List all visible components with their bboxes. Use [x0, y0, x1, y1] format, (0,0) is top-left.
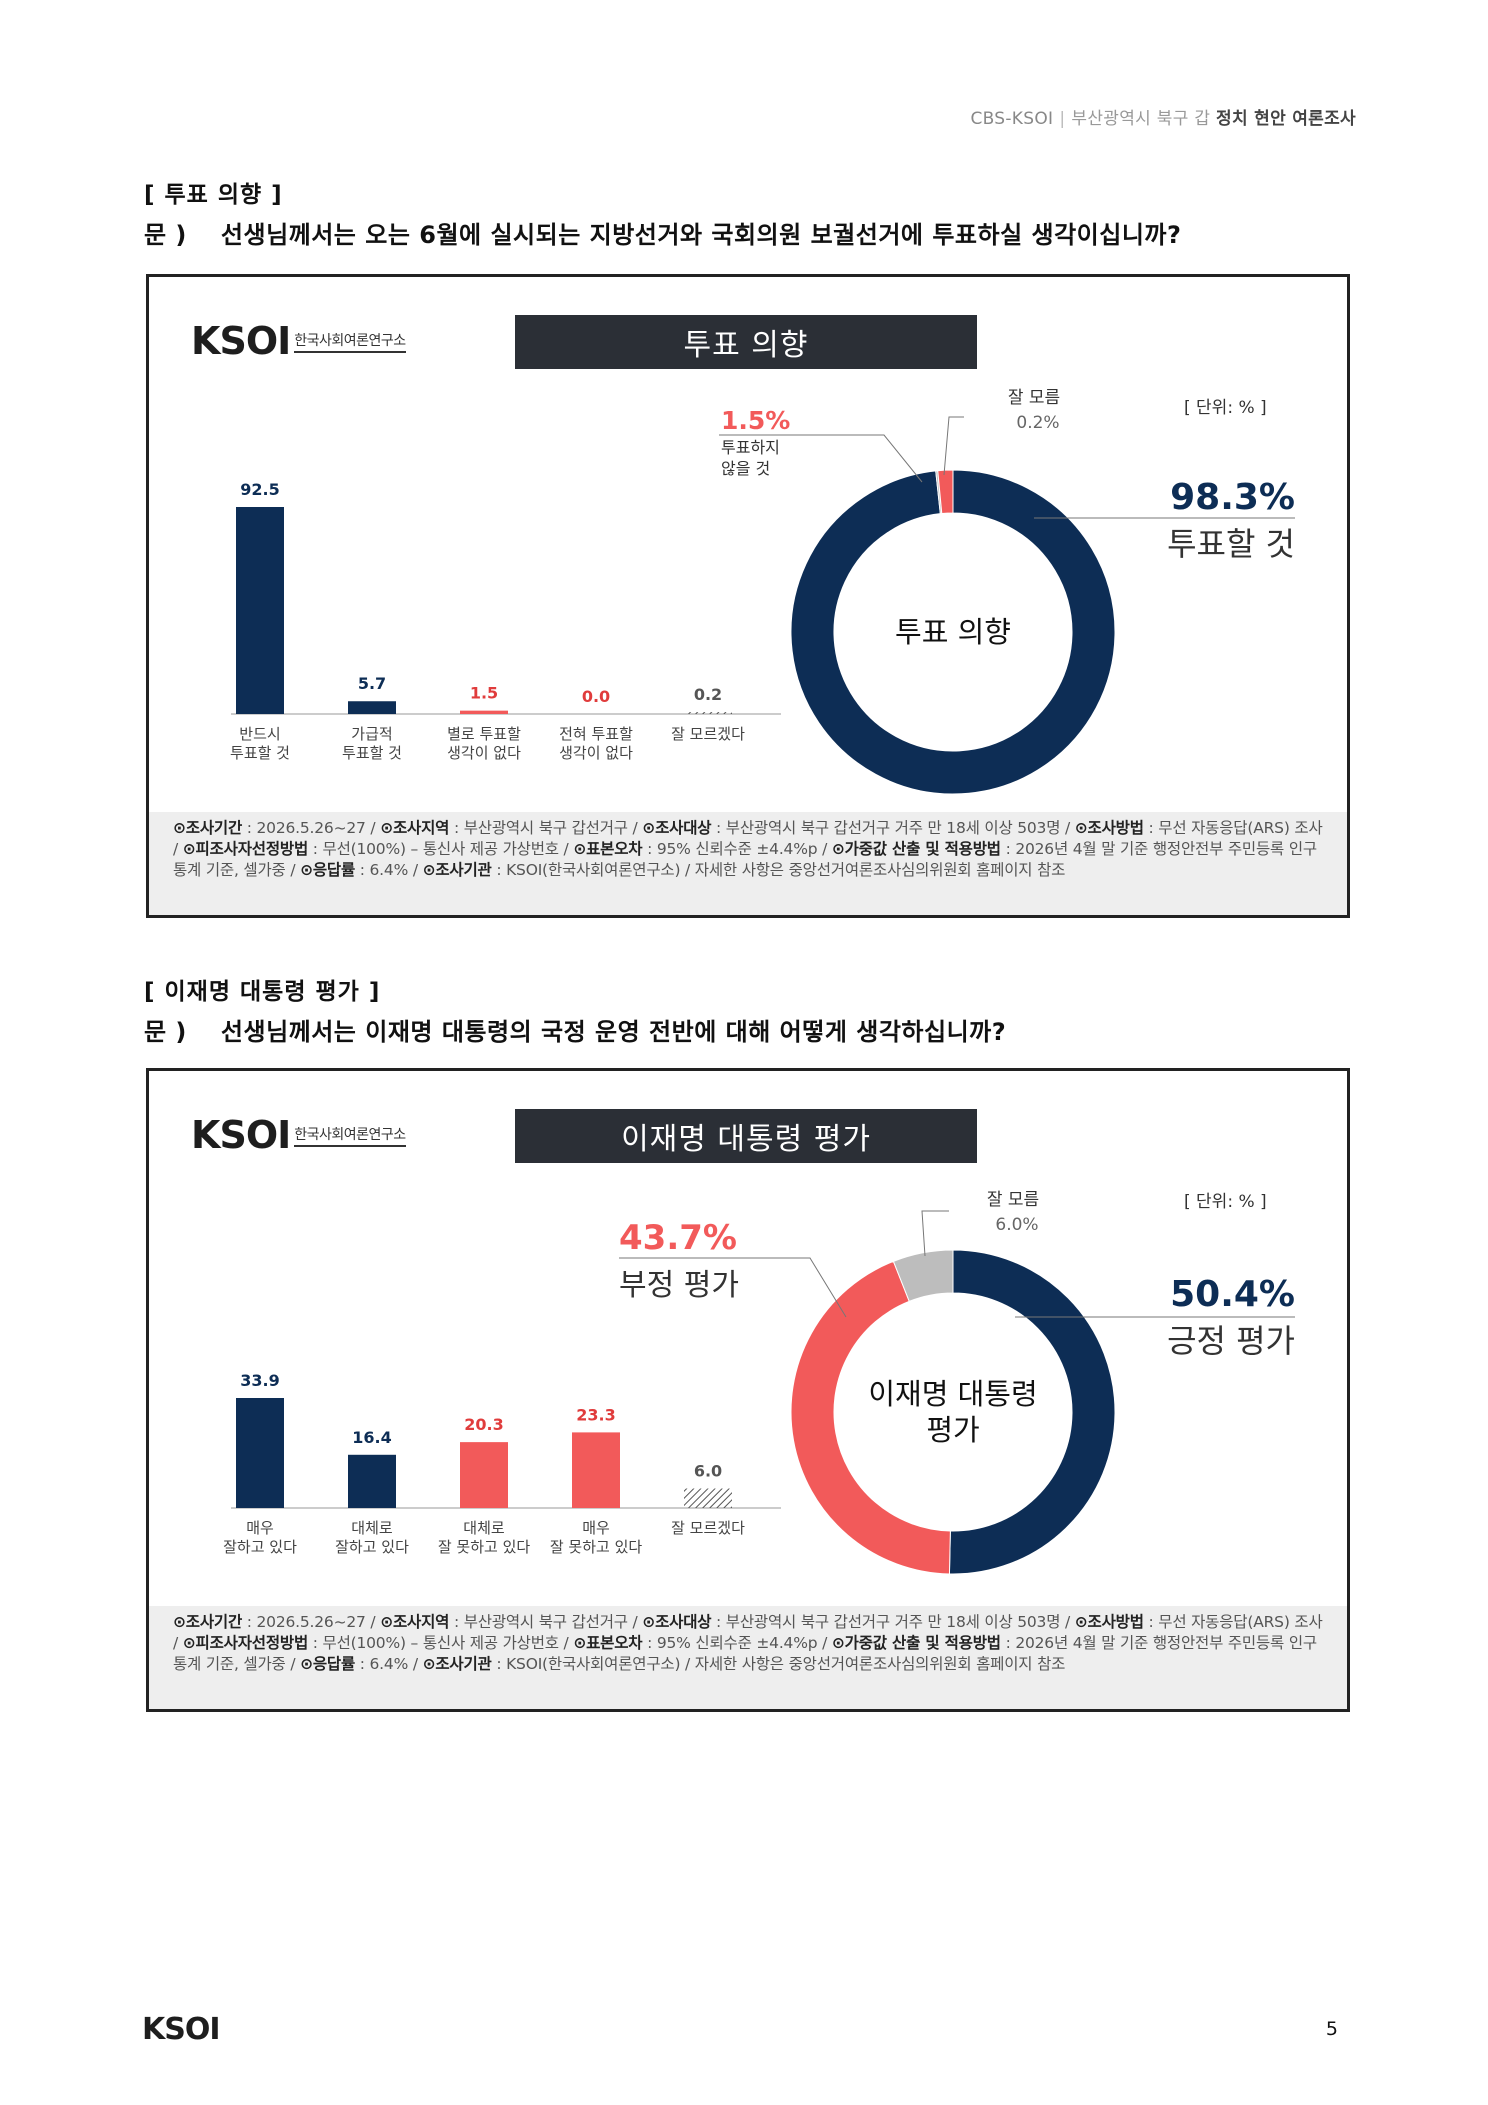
ksoi-logo: KSOI 한국사회여론연구소	[191, 319, 406, 363]
bar-value-label-1: 5.7	[358, 674, 386, 693]
bar-category-label-1: 잘하고 있다	[335, 1538, 409, 1556]
bar-value-label-2: 1.5	[470, 684, 498, 703]
donut-main-value: 98.3%	[1170, 477, 1295, 518]
question-approval: 문 ) 선생님께서는 이재명 대통령의 국정 운영 전반에 대해 어떻게 생각하십…	[144, 1012, 1006, 1047]
bar-0	[236, 1398, 284, 1508]
bar-0	[236, 507, 284, 714]
chart-panel-approval: KSOI 한국사회여론연구소 이재명 대통령 평가 [ 단위: % ] 33.9…	[146, 1068, 1350, 1712]
bar-1	[348, 701, 396, 714]
leader-line-dk	[943, 416, 964, 476]
leader-line-dk	[921, 1210, 949, 1257]
donut-neg-name: 부정 평가	[619, 1268, 739, 1303]
bar-4	[684, 712, 732, 714]
bar-value-label-3: 23.3	[576, 1405, 615, 1424]
donut-dk-name: 잘 모름	[987, 1190, 1039, 1210]
chart-title: 투표 의향	[515, 315, 977, 369]
bar-category-label-3: 생각이 없다	[559, 744, 633, 762]
page-number: 5	[1325, 2018, 1338, 2040]
header-region: 부산광역시 북구 갑	[1071, 109, 1211, 129]
page-header: CBS-KSOI | 부산광역시 북구 갑 정치 현안 여론조사	[970, 109, 1356, 129]
footer-logo: KSOI	[142, 2012, 221, 2047]
bar-2	[460, 1442, 508, 1508]
logo-mark: KSOI	[191, 1113, 291, 1157]
donut-neg-value: 1.5%	[721, 406, 790, 435]
bar-3	[572, 1432, 620, 1508]
bar-category-label-0: 투표할 것	[230, 744, 290, 762]
bar-value-label-4: 0.2	[694, 685, 722, 704]
bar-category-label-3: 잘 못하고 있다	[550, 1538, 643, 1556]
question-text: 선생님께서는 오는 6월에 실시되는 지방선거와 국회의원 보궐선거에 투표하실…	[220, 221, 1182, 249]
header-org: CBS-KSOI	[970, 109, 1054, 129]
question-prefix: 문 )	[144, 221, 187, 249]
footnote: ⊙조사기간 : 2026.5.26~27 / ⊙조사지역 : 부산광역시 북구 …	[149, 812, 1347, 915]
leader-line-neg	[719, 434, 923, 483]
bar-category-label-4: 잘 모르겠다	[671, 725, 745, 743]
question-text: 선생님께서는 이재명 대통령의 국정 운영 전반에 대해 어떻게 생각하십니까?	[220, 1018, 1007, 1046]
ksoi-logo: KSOI 한국사회여론연구소	[191, 1113, 406, 1157]
donut-center-label: 평가	[926, 1413, 979, 1447]
bar-category-label-2: 잘 못하고 있다	[438, 1538, 531, 1556]
bar-category-label-1: 투표할 것	[342, 744, 402, 762]
donut-center-label: 투표 의향	[895, 615, 1011, 649]
unit-label: [ 단위: % ]	[1184, 398, 1267, 418]
logo-mark: KSOI	[191, 319, 291, 363]
donut-main-name: 투표할 것	[1167, 525, 1295, 563]
donut-main-name: 긍정 평가	[1167, 1322, 1295, 1360]
bar-value-label-4: 6.0	[694, 1462, 722, 1481]
donut-center-label: 이재명 대통령	[868, 1377, 1037, 1411]
donut-dk-name: 잘 모름	[1008, 388, 1060, 408]
donut-dk-value: 0.2%	[1016, 413, 1059, 433]
bar-value-label-0: 33.9	[240, 1371, 279, 1390]
chart-title: 이재명 대통령 평가	[515, 1109, 977, 1163]
logo-sub: 한국사회여론연구소	[294, 330, 406, 353]
question-prefix: 문 )	[144, 1018, 187, 1046]
section-title-approval: [ 이재명 대통령 평가 ]	[144, 979, 381, 1005]
bar-category-label-3: 매우	[582, 1519, 610, 1537]
donut-neg-name: 투표하지	[721, 438, 780, 457]
bar-value-label-0: 92.5	[240, 480, 279, 499]
donut-main-value: 50.4%	[1170, 1274, 1295, 1315]
bar-category-label-0: 반드시	[239, 725, 280, 743]
bar-category-label-2: 별로 투표할	[447, 725, 521, 743]
unit-label: [ 단위: % ]	[1184, 1192, 1267, 1212]
bar-category-label-3: 전혀 투표할	[559, 725, 633, 743]
footnote: ⊙조사기간 : 2026.5.26~27 / ⊙조사지역 : 부산광역시 북구 …	[149, 1606, 1347, 1709]
donut-slice-2	[937, 469, 954, 515]
bar-category-label-2: 대체로	[463, 1519, 505, 1537]
bar-category-label-4: 잘 모르겠다	[671, 1519, 745, 1537]
bar-category-label-0: 잘하고 있다	[223, 1538, 297, 1556]
donut-slice-2	[892, 1249, 954, 1302]
bar-category-label-1: 대체로	[351, 1519, 393, 1537]
bar-value-label-2: 20.3	[464, 1415, 503, 1434]
leader-line-neg	[619, 1257, 847, 1318]
donut-slice-1	[790, 1260, 951, 1575]
donut-slice-0	[948, 1249, 1116, 1575]
donut-neg-value: 43.7%	[619, 1218, 737, 1258]
section-title-vote: [ 투표 의향 ]	[144, 182, 283, 208]
bar-category-label-0: 매우	[246, 1519, 274, 1537]
donut-dk-value: 6.0%	[995, 1215, 1038, 1235]
header-title: 정치 현안 여론조사	[1216, 109, 1356, 129]
bar-value-label-1: 16.4	[352, 1428, 391, 1447]
bar-1	[348, 1454, 396, 1508]
donut-slice-0	[790, 469, 1116, 795]
question-vote: 문 ) 선생님께서는 오는 6월에 실시되는 지방선거와 국회의원 보궐선거에 투…	[144, 215, 1181, 250]
bar-4	[684, 1488, 732, 1508]
bar-category-label-2: 생각이 없다	[447, 744, 521, 762]
logo-sub: 한국사회여론연구소	[294, 1124, 406, 1147]
bar-value-label-3: 0.0	[582, 687, 610, 706]
bar-2	[460, 710, 508, 714]
chart-panel-vote: KSOI 한국사회여론연구소 투표 의향 [ 단위: % ] 92.5 반드시 투표…	[146, 274, 1350, 918]
donut-neg-name: 않을 것	[721, 459, 770, 478]
bar-category-label-1: 가급적	[351, 725, 392, 743]
